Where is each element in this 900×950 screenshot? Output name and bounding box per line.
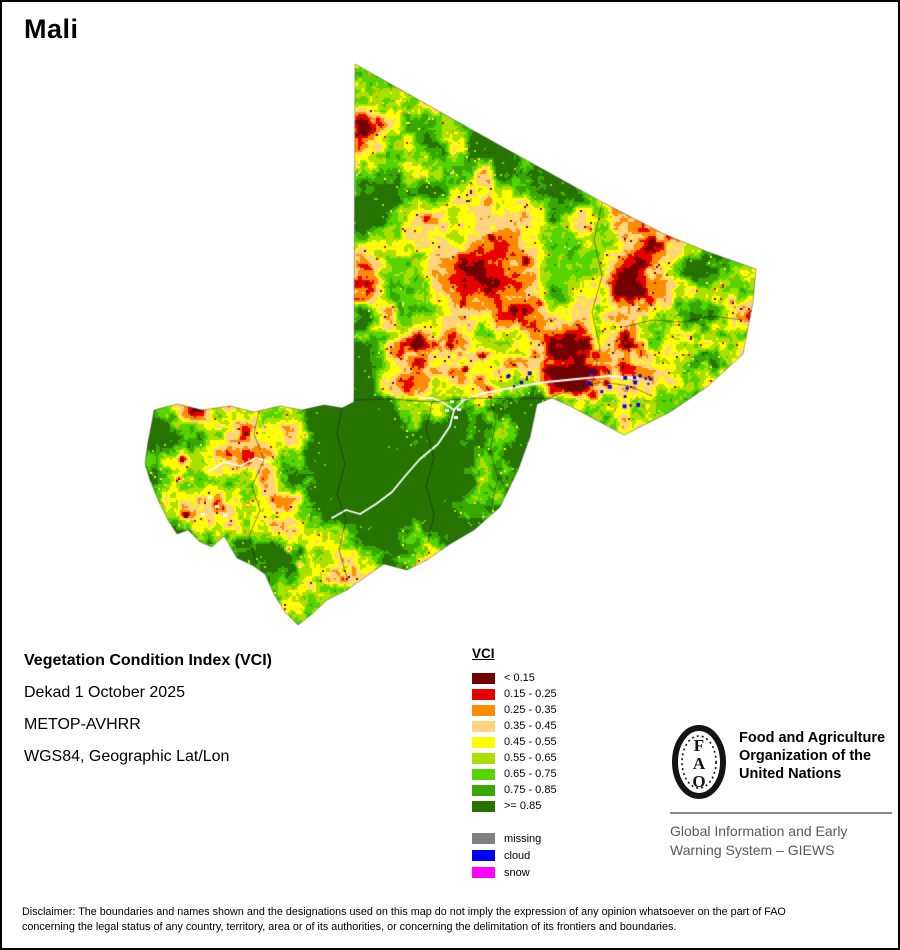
legend-swatch: [472, 850, 495, 861]
legend-swatch: [472, 736, 495, 748]
legend-swatch: [472, 784, 495, 796]
legend-row: >= 0.85: [472, 798, 557, 814]
legend-row: 0.25 - 0.35: [472, 702, 557, 718]
legend-row: 0.75 - 0.85: [472, 782, 557, 798]
legend-row: 0.45 - 0.55: [472, 734, 557, 750]
fao-letter-a: A: [693, 754, 706, 773]
legend-swatch: [472, 768, 495, 780]
fao-logo-icon: F A O: [672, 725, 726, 799]
legend-label: 0.45 - 0.55: [504, 736, 557, 748]
legend-row: 0.55 - 0.65: [472, 750, 557, 766]
giews-line: Global Information and Early: [670, 823, 848, 839]
legend-title: VCI: [472, 646, 495, 661]
disclaimer-line: concerning the legal status of any count…: [22, 920, 677, 933]
legend-label: missing: [504, 832, 542, 845]
vci-legend: VCI < 0.15 0.15 - 0.25 0.25 - 0.35 0.35 - 0…: [472, 646, 557, 881]
legend-swatch: [472, 704, 495, 716]
legend-classes: < 0.15 0.15 - 0.25 0.25 - 0.35 0.35 - 0.45 0…: [472, 670, 557, 814]
legend-label: 0.25 - 0.35: [504, 704, 557, 716]
legend-swatch: [472, 688, 495, 700]
disclaimer: Disclaimer: The boundaries and names sho…: [22, 905, 887, 934]
legend-label: snow: [504, 866, 530, 879]
page-title: Mali: [24, 14, 79, 44]
legend-label: 0.35 - 0.45: [504, 720, 557, 732]
info-index-name: Vegetation Condition Index (VCI): [24, 652, 272, 669]
legend-row: cloud: [472, 847, 557, 864]
fao-org-line: United Nations: [739, 766, 842, 782]
giews-name: Global Information and Early Warning Sys…: [670, 822, 892, 860]
legend-row: 0.65 - 0.75: [472, 766, 557, 782]
info-projection: WGS84, Geographic Lat/Lon: [24, 748, 230, 765]
fao-identity: F A O Food and Agriculture Organization …: [670, 724, 892, 800]
legend-swatch: [472, 867, 495, 878]
legend-swatch: [472, 800, 495, 812]
legend-label: 0.15 - 0.25: [504, 688, 557, 700]
legend-row: missing: [472, 830, 557, 847]
legend-label: 0.75 - 0.85: [504, 784, 557, 796]
info-sensor: METOP-AVHRR: [24, 716, 141, 733]
legend-label: >= 0.85: [504, 800, 542, 812]
map-info-block: Vegetation Condition Index (VCI) Dekad 1…: [24, 652, 272, 780]
fao-letter-o: O: [692, 772, 705, 791]
legend-label: 0.65 - 0.75: [504, 768, 557, 780]
legend-swatch: [472, 720, 495, 732]
fao-block: F A O Food and Agriculture Organization …: [670, 724, 892, 860]
legend-swatch: [472, 672, 495, 684]
legend-label: < 0.15: [504, 672, 535, 684]
fao-org-line: Food and Agriculture: [739, 730, 886, 746]
giews-line: Warning System – GIEWS: [670, 842, 835, 858]
legend-swatch: [472, 833, 495, 844]
legend-row: snow: [472, 864, 557, 881]
legend-row: 0.15 - 0.25: [472, 686, 557, 702]
legend-swatch: [472, 752, 495, 764]
legend-row: 0.35 - 0.45: [472, 718, 557, 734]
fao-letter-f: F: [694, 736, 704, 755]
legend-extra-classes: missing cloud snow: [472, 830, 557, 881]
legend-label: cloud: [504, 849, 531, 862]
legend-row: < 0.15: [472, 670, 557, 686]
fao-divider: [670, 812, 892, 814]
legend-label: 0.55 - 0.65: [504, 752, 557, 764]
disclaimer-line: Disclaimer: The boundaries and names sho…: [22, 906, 786, 918]
fao-org-name: Food and Agriculture Organization of the…: [739, 724, 885, 783]
fao-org-line: Organization of the: [739, 748, 872, 764]
info-dekad: Dekad 1 October 2025: [24, 684, 185, 701]
